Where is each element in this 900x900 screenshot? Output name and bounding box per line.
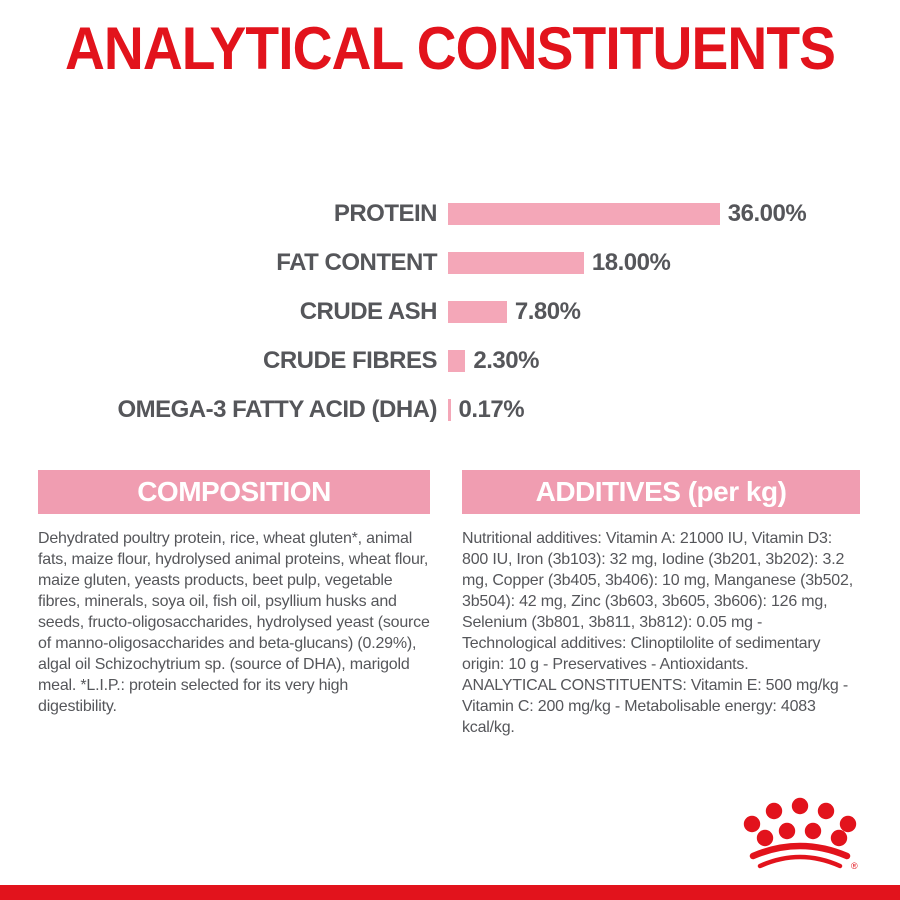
chart-category-label: OMEGA-3 FATTY ACID (DHA) (117, 395, 437, 423)
composition-body: Dehydrated poultry protein, rice, wheat … (38, 530, 430, 715)
chart-row: CRUDE ASH 7.80% (0, 287, 900, 336)
chart-category-label: CRUDE ASH (299, 297, 438, 325)
chart-row: OMEGA-3 FATTY ACID (DHA) 0.17% (0, 385, 900, 434)
royal-canin-crown-icon: ® (743, 797, 858, 871)
chart-bar (448, 300, 507, 323)
composition-section: COMPOSITION Dehydrated poultry protein, … (38, 470, 430, 717)
additives-section: ADDITIVES (per kg) Nutritional additives… (462, 470, 860, 738)
chart-bar (448, 398, 451, 421)
chart-bar (448, 202, 720, 225)
chart-bar (448, 251, 584, 274)
analytical-constituents-chart: PROTEIN 36.00% FAT CONTENT 18.00% CRUDE ASH 7… (0, 189, 900, 434)
chart-row: CRUDE FIBRES 2.30% (0, 336, 900, 385)
chart-row: FAT CONTENT 18.00% (0, 238, 900, 287)
composition-header: COMPOSITION (137, 476, 331, 507)
chart-bar (448, 349, 466, 372)
chart-value-label: 0.17% (458, 395, 525, 423)
additives-header-band: ADDITIVES (per kg) (462, 470, 860, 514)
registered-trademark-symbol: ® (851, 861, 858, 871)
page-title: ANALYTICAL CONSTITUENTS (64, 15, 836, 82)
additives-header: ADDITIVES (per kg) (535, 476, 787, 507)
bottom-red-band (0, 885, 900, 900)
additives-body: Nutritional additives: Vitamin A: 21000 … (462, 530, 853, 736)
chart-value-label: 18.00% (591, 248, 671, 276)
chart-row: PROTEIN 36.00% (0, 189, 900, 238)
chart-value-label: 7.80% (514, 297, 581, 325)
chart-category-label: PROTEIN (333, 199, 438, 227)
chart-category-label: FAT CONTENT (276, 248, 437, 276)
chart-category-label: CRUDE FIBRES (262, 346, 438, 374)
chart-value-label: 36.00% (727, 199, 807, 227)
composition-header-band: COMPOSITION (38, 470, 430, 514)
chart-value-label: 2.30% (473, 346, 539, 374)
